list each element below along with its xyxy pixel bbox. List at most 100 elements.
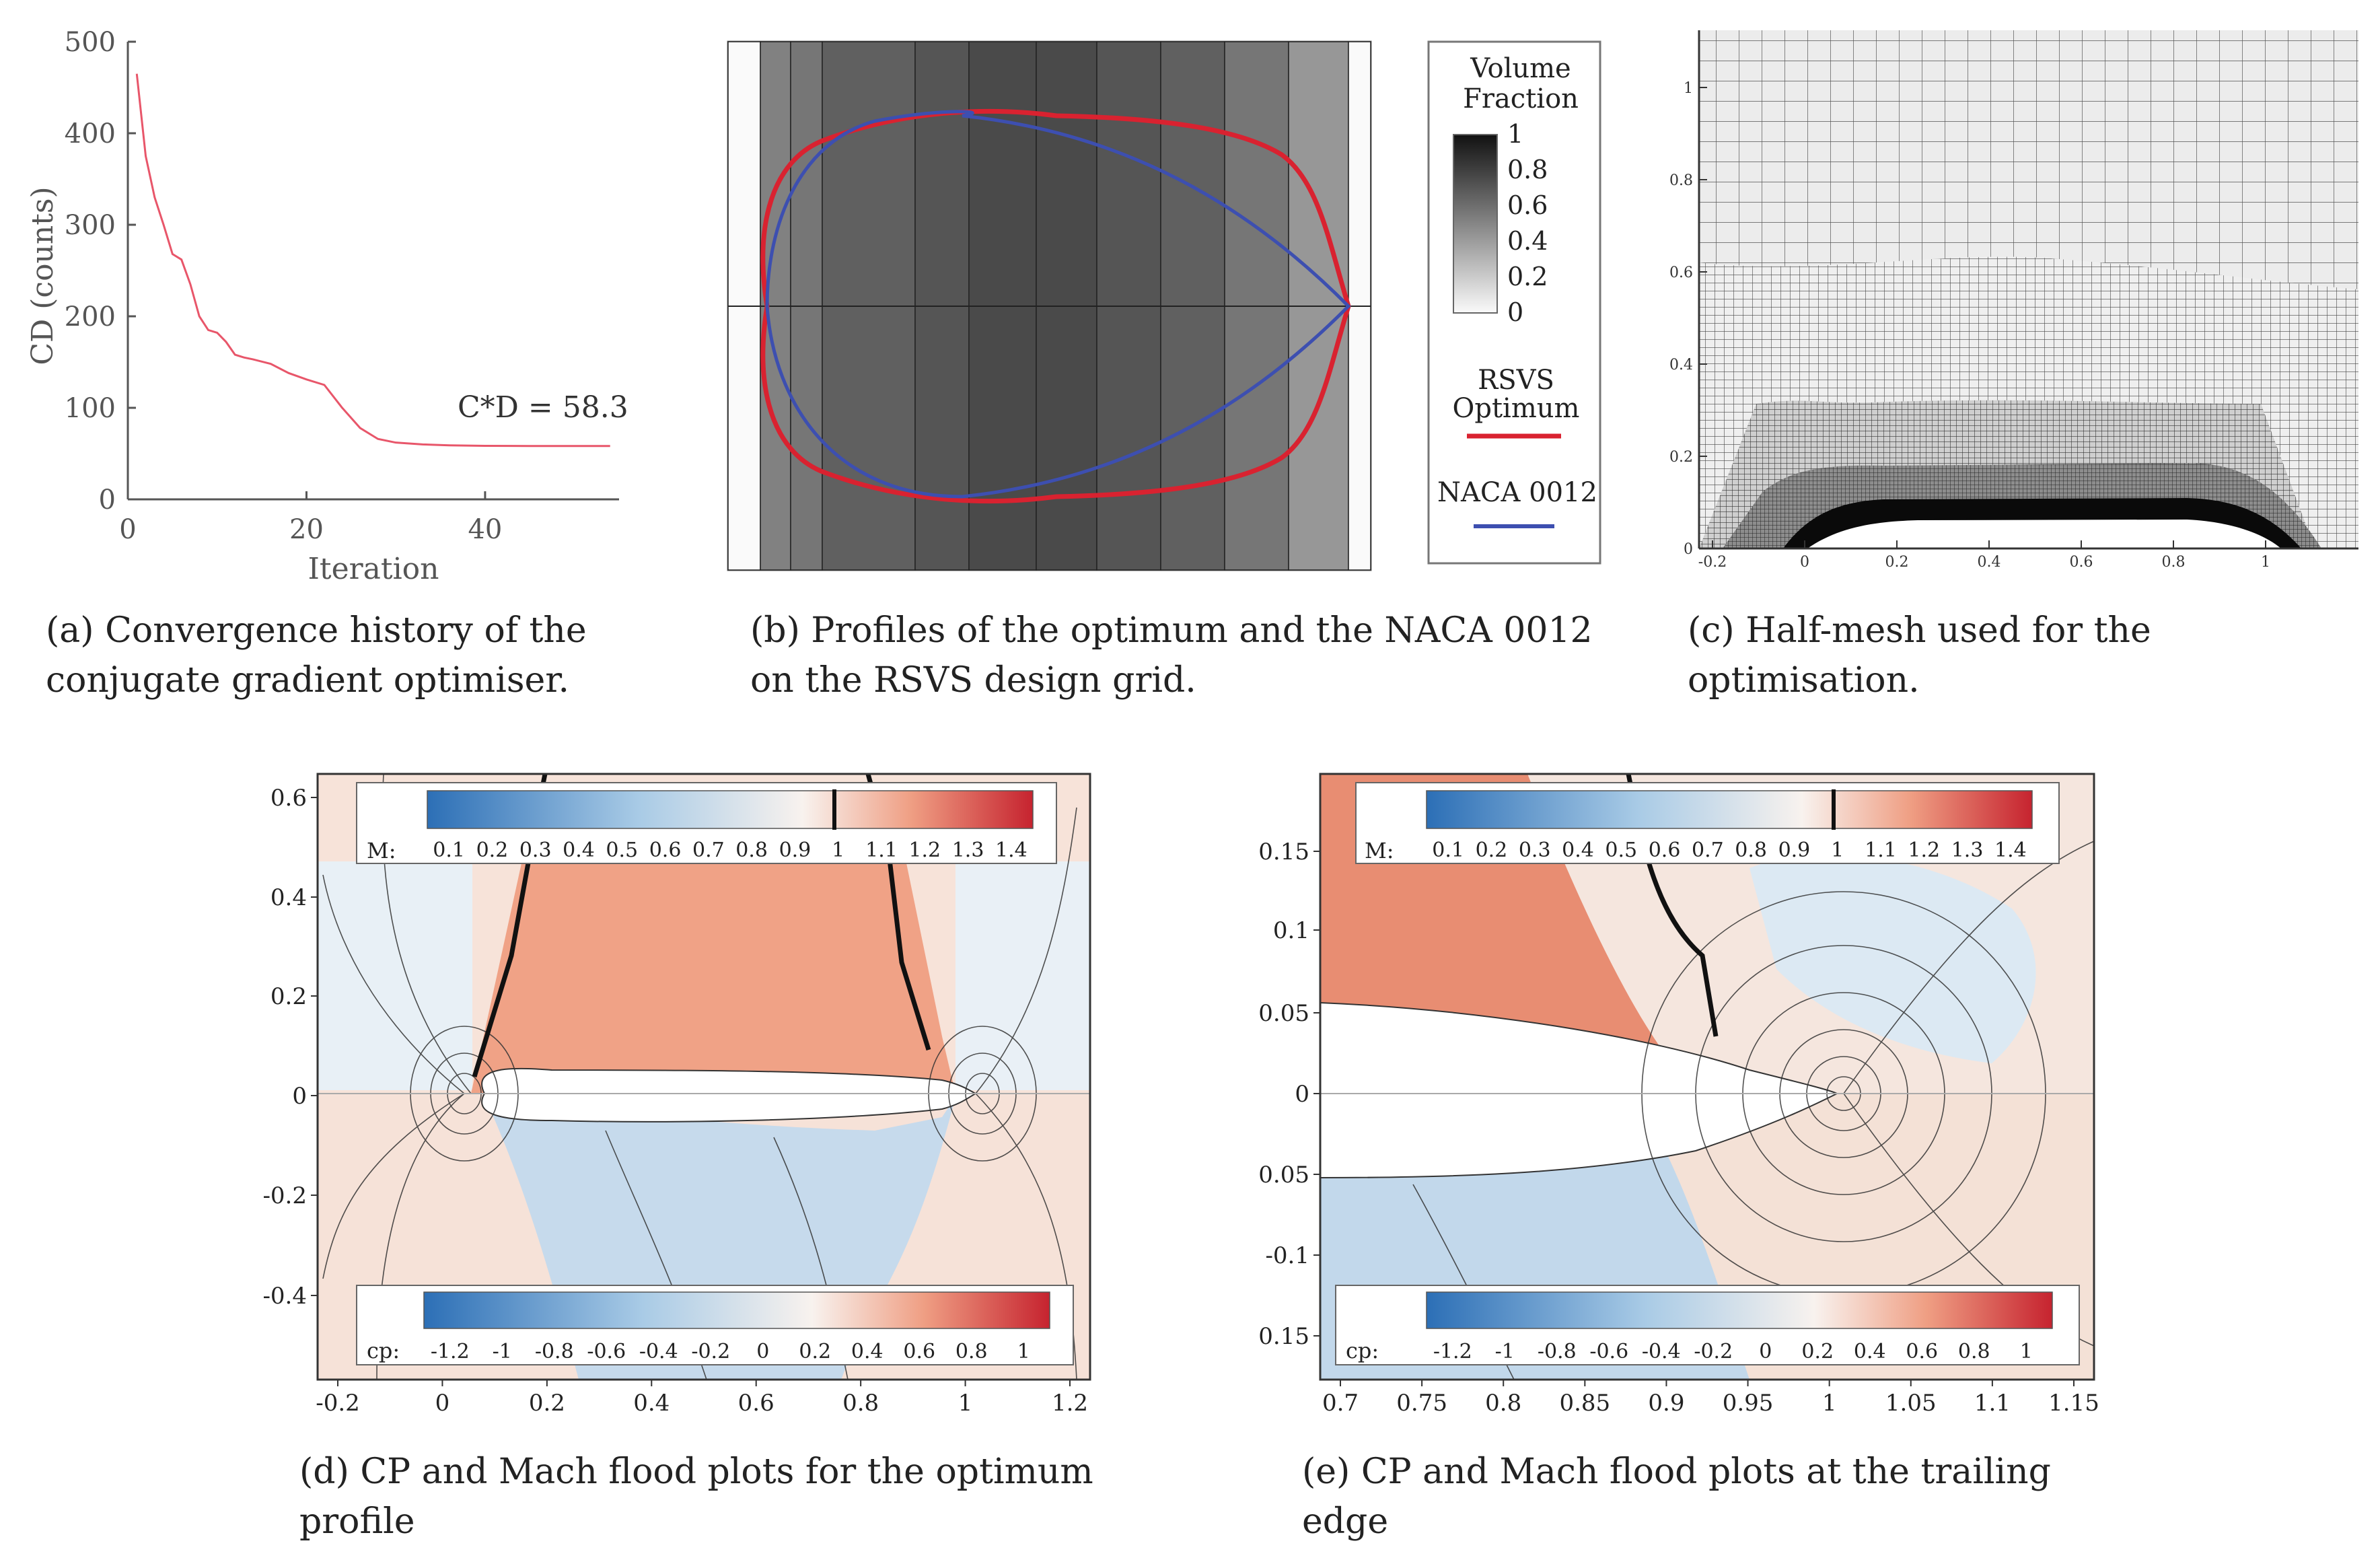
colorbar-tick-label: 0.5 <box>1605 839 1637 862</box>
colorbar-tick-label: 0.8 <box>955 1340 988 1363</box>
colorbar-tick-label: 0.1 <box>433 839 465 862</box>
x-tick-label: 0.8 <box>842 1390 879 1417</box>
x-tick-label: 0.6 <box>738 1390 774 1417</box>
colorbar-tick-label: 1.4 <box>1994 839 2027 862</box>
colorbar-tick-label: 0.8 <box>1735 839 1767 862</box>
caption-e: (e) CP and Mach flood plots at the trail… <box>1302 1452 2051 1542</box>
colorbar-tick-label: 0 <box>1759 1340 1772 1363</box>
a-y-label: CD (counts) <box>26 186 60 365</box>
colorbar-tick-label: -0.8 <box>1538 1340 1577 1363</box>
colorbar-tick-label: 0.2 <box>1801 1340 1834 1363</box>
colorbar-tick-label: 0 <box>756 1340 769 1363</box>
colorbar-tick-label: 0.6 <box>903 1340 935 1363</box>
x-tick-label: 0.2 <box>529 1390 565 1417</box>
c-x-tick-label: 0 <box>1800 554 1809 571</box>
b-legend-naca-label: NACA 0012 <box>1437 477 1597 508</box>
x-tick-label: 0.9 <box>1648 1390 1684 1417</box>
caption-a: (a) Convergence history of the conjugate… <box>46 610 587 701</box>
e-airfoil <box>1320 1001 1839 1179</box>
x-tick-label: 1.15 <box>2048 1390 2099 1417</box>
c-x-tick-label: 0.4 <box>1978 554 2001 571</box>
c-y-tick-label: 0.8 <box>1669 172 1693 189</box>
y-tick-label: 0.05 <box>1258 1162 1309 1188</box>
d-cp-label: cp: <box>367 1338 400 1363</box>
colorbar-tick-label: 1.1 <box>1865 839 1897 862</box>
colorbar-tick-label: -1 <box>1495 1340 1515 1363</box>
a-y-tick-label: 0 <box>99 485 116 515</box>
colorbar-tick-label: 0.6 <box>1906 1340 1938 1363</box>
x-tick-label: 1 <box>958 1390 973 1417</box>
colorbar-tick-label: -0.6 <box>1589 1340 1628 1363</box>
c-x-tick-label: 0.2 <box>1885 554 1909 571</box>
d-cp-colorbar <box>423 1291 1050 1329</box>
caption-b: (b) Profiles of the optimum and the NACA… <box>750 610 1593 701</box>
y-tick-label: 0 <box>292 1083 307 1110</box>
colorbar-tick-label: 1 <box>1831 839 1844 862</box>
b-colorbar-tick-label: 0.6 <box>1507 190 1548 220</box>
caption-c: (c) Half-mesh used for the optimisation. <box>1688 610 2151 701</box>
y-tick-label: 0.1 <box>1273 917 1309 944</box>
x-tick-label: 1.2 <box>1052 1390 1088 1417</box>
y-tick-label: 0.05 <box>1258 1000 1309 1027</box>
colorbar-tick-label: 0.6 <box>649 839 682 862</box>
b-colorbar-tick-label: 0.2 <box>1507 262 1548 291</box>
colorbar-tick-label: 0.7 <box>1692 839 1724 862</box>
colorbar-tick-label: 0.2 <box>1476 839 1508 862</box>
c-y-tick-label: 0 <box>1684 541 1693 558</box>
colorbar-tick-label: -0.2 <box>1694 1340 1733 1363</box>
colorbar-tick-label: 0.9 <box>779 839 812 862</box>
e-mach-colorbar <box>1426 790 2033 829</box>
b-colorbar-tick-label: 0.4 <box>1507 226 1548 256</box>
colorbar-tick-label: 0.3 <box>1519 839 1551 862</box>
colorbar-tick-label: -0.4 <box>1642 1340 1681 1363</box>
colorbar-tick-label: 0.9 <box>1778 839 1811 862</box>
c-x-tick-label: 1 <box>2261 554 2270 571</box>
d-mach-colorbar <box>427 790 1034 829</box>
a-x-tick-label: 0 <box>119 514 136 545</box>
b-colorbar-tick-label: 0.8 <box>1507 155 1548 184</box>
b-legend-title-1: Volume <box>1470 53 1571 84</box>
c-airfoil-surface <box>1807 520 2281 548</box>
x-tick-label: 0.85 <box>1559 1390 1610 1417</box>
e-mach-label: M: <box>1365 838 1394 863</box>
colorbar-tick-label: -0.6 <box>587 1340 626 1363</box>
c-y-tick-label: 0.6 <box>1669 264 1693 281</box>
e-cp-label: cp: <box>1346 1338 1379 1363</box>
colorbar-tick-label: 0.2 <box>799 1340 831 1363</box>
a-y-tick-label: 200 <box>65 301 116 332</box>
a-y-tick-label: 500 <box>65 27 116 58</box>
colorbar-tick-label: -0.2 <box>691 1340 730 1363</box>
a-annotation: C*D = 58.3 <box>458 390 628 425</box>
b-colorbar <box>1453 134 1498 314</box>
y-tick-label: 0.2 <box>271 983 307 1010</box>
x-tick-label: 0.8 <box>1485 1390 1521 1417</box>
d-mach-label: M: <box>367 838 396 863</box>
colorbar-tick-label: 1.3 <box>1951 839 1984 862</box>
colorbar-tick-label: 0.4 <box>1562 839 1594 862</box>
colorbar-tick-label: 0.4 <box>1854 1340 1886 1363</box>
colorbar-tick-label: 0.4 <box>851 1340 884 1363</box>
x-tick-label: -0.2 <box>316 1390 360 1417</box>
c-x-tick-label: 0.8 <box>2162 554 2186 571</box>
colorbar-tick-label: 1 <box>1017 1340 1030 1363</box>
flood-plot-optimum: M: 0.1 0.2 0.3 0.4 0.5 0.6 0.7 0.8 0.9 1 1.1 1.2 1.3… <box>262 773 1091 1417</box>
colorbar-tick-label: 1.3 <box>952 839 984 862</box>
caption-d: (d) CP and Mach flood plots for the opti… <box>299 1452 1093 1542</box>
b-legend-rsvs-line1: RSVS <box>1478 365 1554 396</box>
colorbar-tick-label: 0.6 <box>1649 839 1681 862</box>
e-cp-colorbar <box>1426 1291 2053 1329</box>
y-tick-label: 0.4 <box>271 884 307 911</box>
a-y-tick-label: 400 <box>65 118 116 149</box>
y-tick-label: -0.2 <box>262 1182 307 1209</box>
a-x-tick-label: 20 <box>289 514 324 545</box>
colorbar-tick-label: 0.7 <box>692 839 725 862</box>
a-x-tick-label: 40 <box>468 514 502 545</box>
x-tick-label: 1.05 <box>1885 1390 1937 1417</box>
c-y-tick-label: 1 <box>1684 80 1693 97</box>
a-y-tick-label: 300 <box>65 210 116 241</box>
y-tick-label: 0.15 <box>1258 1323 1309 1350</box>
colorbar-tick-label: 0.2 <box>476 839 509 862</box>
colorbar-tick-label: -0.8 <box>535 1340 574 1363</box>
